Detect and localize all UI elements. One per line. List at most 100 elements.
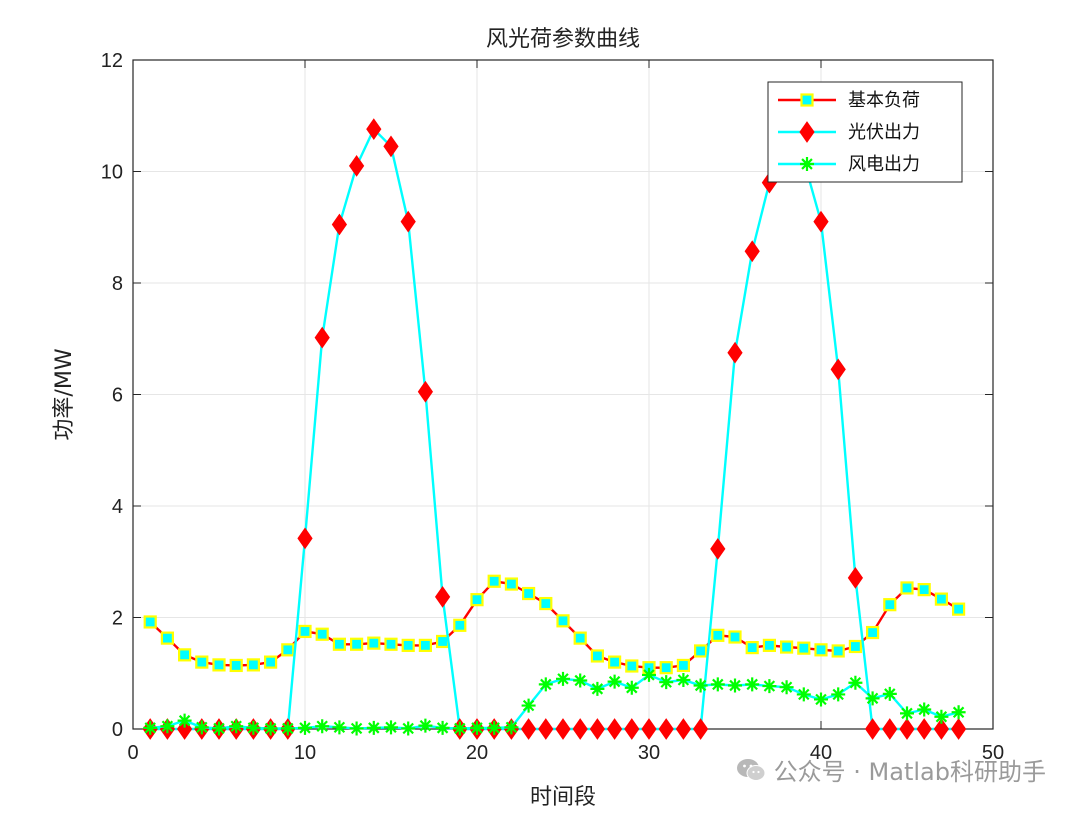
- data-point: [298, 720, 312, 735]
- data-point: [538, 677, 553, 692]
- data-point: [590, 681, 605, 696]
- legend-marker: [799, 121, 815, 143]
- data-point: [744, 240, 760, 263]
- data-point: [676, 658, 691, 673]
- data-point: [160, 719, 175, 734]
- data-point: [727, 341, 743, 364]
- data-point: [229, 658, 243, 673]
- data-point: [263, 721, 278, 736]
- data-point: [899, 718, 915, 740]
- data-point: [436, 634, 450, 649]
- data-point: [521, 586, 536, 601]
- y-tick-label: 10: [101, 162, 123, 184]
- data-point: [555, 718, 571, 740]
- data-point: [264, 655, 278, 669]
- y-tick-label: 2: [112, 608, 123, 630]
- data-point: [434, 586, 451, 608]
- y-axis-label: 功率/MW: [52, 348, 77, 440]
- data-point: [332, 637, 346, 651]
- data-point: [796, 687, 811, 702]
- data-point: [487, 574, 501, 588]
- data-point: [642, 667, 656, 682]
- legend-label: 光伏出力: [848, 122, 920, 143]
- data-point: [675, 718, 692, 740]
- data-point: [400, 210, 416, 233]
- data-point: [728, 678, 742, 693]
- data-point: [160, 631, 174, 645]
- data-point: [934, 592, 949, 606]
- data-point: [177, 713, 192, 728]
- x-axis-label: 时间段: [530, 785, 596, 810]
- data-point: [401, 638, 415, 652]
- data-point: [916, 718, 932, 740]
- series-1: [143, 574, 966, 675]
- data-point: [590, 649, 605, 663]
- data-point: [418, 638, 432, 652]
- series-layer: [142, 118, 967, 740]
- data-point: [281, 643, 295, 657]
- data-point: [745, 677, 760, 692]
- data-point: [951, 705, 966, 720]
- data-point: [607, 674, 622, 689]
- data-point: [383, 135, 399, 158]
- data-point: [470, 593, 484, 607]
- data-point: [573, 631, 587, 645]
- data-point: [331, 213, 348, 236]
- data-point: [831, 644, 845, 658]
- data-point: [470, 720, 484, 735]
- data-point: [900, 581, 914, 595]
- data-point: [573, 673, 588, 688]
- series-line: [150, 127, 959, 731]
- data-point: [900, 706, 914, 721]
- data-point: [349, 721, 364, 736]
- data-point: [950, 718, 967, 740]
- data-point: [864, 718, 881, 740]
- data-point: [178, 648, 192, 662]
- legend-label: 基本负荷: [848, 90, 920, 111]
- data-point: [693, 678, 708, 693]
- data-point: [641, 718, 657, 740]
- data-point: [847, 567, 864, 589]
- data-point: [745, 641, 759, 655]
- data-point: [692, 718, 709, 740]
- data-point: [710, 538, 726, 560]
- data-point: [418, 718, 433, 733]
- data-point: [831, 687, 846, 702]
- y-tick-label: 4: [112, 496, 123, 518]
- y-tick-label: 0: [112, 719, 123, 741]
- data-point: [539, 596, 553, 611]
- data-point: [572, 718, 588, 740]
- x-tick-label: 20: [466, 742, 488, 764]
- data-point: [865, 691, 880, 706]
- data-point: [297, 527, 313, 550]
- data-point: [917, 702, 932, 717]
- chart-title: 风光荷参数曲线: [486, 27, 640, 52]
- data-point: [315, 719, 330, 734]
- data-point: [659, 675, 674, 690]
- data-point: [625, 659, 639, 673]
- legend-label: 风电出力: [848, 154, 920, 175]
- legend-item: 光伏出力: [778, 121, 920, 143]
- x-tick-label: 0: [127, 742, 138, 764]
- data-point: [883, 598, 897, 612]
- data-point: [830, 358, 846, 381]
- data-point: [246, 658, 260, 672]
- data-point: [797, 641, 811, 655]
- data-point: [659, 661, 673, 675]
- data-point: [882, 686, 897, 701]
- data-point: [195, 655, 209, 669]
- data-point: [246, 720, 261, 735]
- data-point: [348, 155, 365, 177]
- data-point: [521, 698, 536, 713]
- y-tick-label: 6: [112, 385, 123, 407]
- data-point: [366, 720, 381, 735]
- data-point: [848, 639, 863, 654]
- data-point: [538, 718, 554, 740]
- data-point: [589, 718, 606, 740]
- data-point: [917, 583, 931, 597]
- data-point: [711, 628, 725, 642]
- data-point: [624, 718, 640, 740]
- legend-item: 基本负荷: [778, 90, 920, 111]
